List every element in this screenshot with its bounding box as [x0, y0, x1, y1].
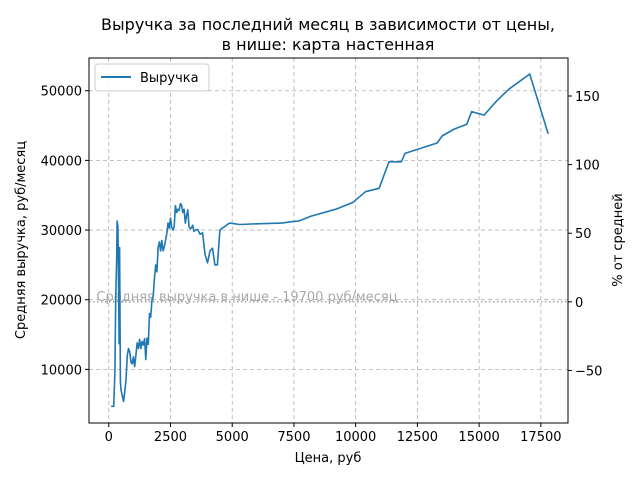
- x-tick-label: 2500: [154, 430, 187, 445]
- x-tick-label: 12500: [397, 430, 438, 445]
- average-reference-label: Средняя выручка в нише - 19700 руб/месяц: [96, 290, 397, 305]
- y2-tick-label: 0: [575, 296, 583, 311]
- legend: Выручка: [94, 63, 210, 92]
- series-line: [111, 73, 549, 408]
- y-tick-label: 30000: [41, 224, 82, 239]
- y2-tick-label: 50: [575, 227, 592, 242]
- y2-tick-label: 100: [575, 159, 600, 174]
- y2-tick-label: −50: [575, 364, 602, 379]
- plot-area-frame: [88, 57, 569, 424]
- chart-title-line-2: в нише: карта настенная: [222, 35, 435, 54]
- y-axis-ticks: 10000 20000 30000 40000 50000: [41, 85, 89, 378]
- y-axis-label: Средняя выручка, руб/месяц: [14, 141, 29, 339]
- reference-line-group: Средняя выручка в нише - 19700 руб/месяц: [89, 290, 568, 305]
- legend-label: Выручка: [140, 71, 199, 86]
- y2-axis-ticks: −50 0 50 100 150: [568, 90, 602, 379]
- x-tick-label: 17500: [520, 430, 561, 445]
- legend-box: [94, 63, 210, 92]
- x-axis-label: Цена, руб: [295, 451, 362, 466]
- y-tick-label: 10000: [41, 363, 82, 378]
- grid: [89, 58, 568, 423]
- y-tick-label: 20000: [41, 294, 82, 309]
- x-tick-label: 15000: [458, 430, 499, 445]
- y2-tick-label: 150: [575, 90, 600, 105]
- y-tick-label: 40000: [41, 154, 82, 169]
- x-tick-label: 7500: [277, 430, 310, 445]
- x-axis-ticks: 0 2500 5000 7500 10000 12500 15000 17500: [105, 423, 562, 445]
- x-tick-label: 5000: [216, 430, 249, 445]
- x-tick-label: 10000: [335, 430, 376, 445]
- y-tick-label: 50000: [41, 85, 82, 100]
- y2-axis-label: % от средней: [611, 193, 626, 286]
- series-group: [111, 73, 549, 408]
- chart-title-line-1: Выручка за последний месяц в зависимости…: [101, 15, 555, 34]
- x-tick-label: 0: [105, 430, 113, 445]
